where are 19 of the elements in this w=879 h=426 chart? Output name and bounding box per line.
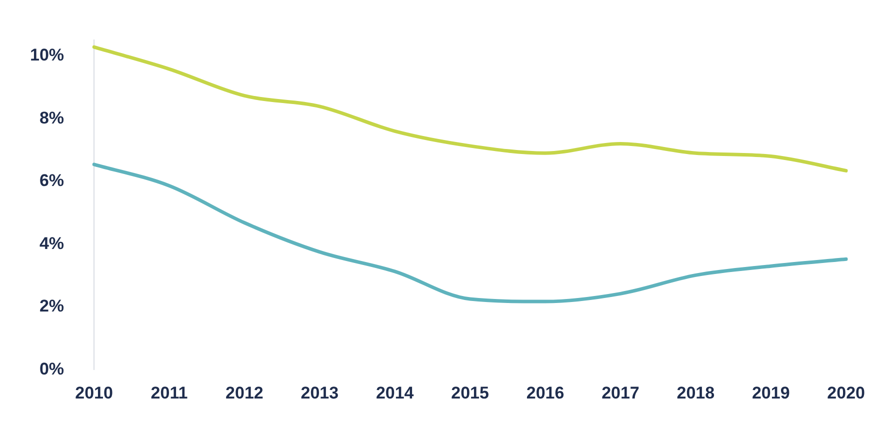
y-tick-label: 2%	[39, 296, 64, 316]
x-tick-label: 2017	[602, 383, 640, 402]
x-tick-label: 2012	[226, 383, 264, 402]
line-series	[92, 162, 848, 304]
y-tick-label: 10%	[30, 46, 64, 65]
y-tick-label: 4%	[39, 234, 64, 253]
x-tick-label: 2011	[150, 383, 188, 402]
x-tick-label: 2014	[376, 383, 414, 402]
x-tick-label: 2010	[75, 383, 113, 402]
x-tick-label: 2013	[300, 383, 339, 402]
y-tick-label: 0%	[39, 359, 64, 378]
line-series	[92, 45, 848, 172]
x-tick-label: 2018	[676, 383, 715, 402]
x-tick-label: 2020	[827, 383, 866, 402]
x-tick-label: 2019	[752, 383, 790, 402]
x-tick-label: 2016	[526, 383, 564, 402]
x-tick-label: 2015	[451, 383, 489, 402]
y-tick-label: 8%	[39, 108, 64, 128]
y-tick-label: 6%	[39, 171, 64, 190]
